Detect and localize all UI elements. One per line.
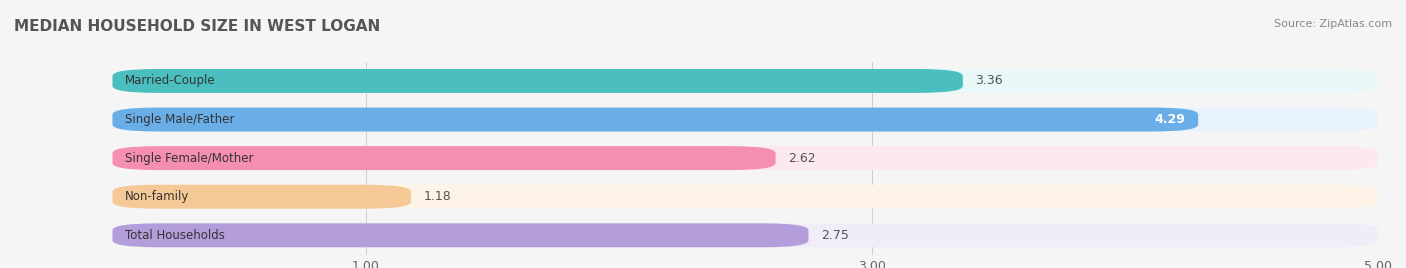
Text: Married-Couple: Married-Couple (125, 75, 215, 87)
Text: Non-family: Non-family (125, 190, 190, 203)
FancyBboxPatch shape (112, 223, 808, 247)
FancyBboxPatch shape (112, 146, 776, 170)
Text: Single Female/Mother: Single Female/Mother (125, 152, 253, 165)
FancyBboxPatch shape (112, 107, 1378, 132)
Text: 4.29: 4.29 (1154, 113, 1185, 126)
Text: 1.18: 1.18 (423, 190, 451, 203)
Text: Source: ZipAtlas.com: Source: ZipAtlas.com (1274, 19, 1392, 29)
Text: MEDIAN HOUSEHOLD SIZE IN WEST LOGAN: MEDIAN HOUSEHOLD SIZE IN WEST LOGAN (14, 19, 380, 34)
Text: Total Households: Total Households (125, 229, 225, 242)
FancyBboxPatch shape (112, 223, 1378, 247)
FancyBboxPatch shape (112, 146, 1378, 170)
FancyBboxPatch shape (112, 69, 1378, 93)
Text: 2.75: 2.75 (821, 229, 849, 242)
FancyBboxPatch shape (112, 107, 1198, 132)
FancyBboxPatch shape (112, 69, 963, 93)
Text: 3.36: 3.36 (976, 75, 1002, 87)
FancyBboxPatch shape (112, 185, 1378, 209)
Text: 2.62: 2.62 (789, 152, 815, 165)
Text: Single Male/Father: Single Male/Father (125, 113, 235, 126)
FancyBboxPatch shape (112, 185, 411, 209)
